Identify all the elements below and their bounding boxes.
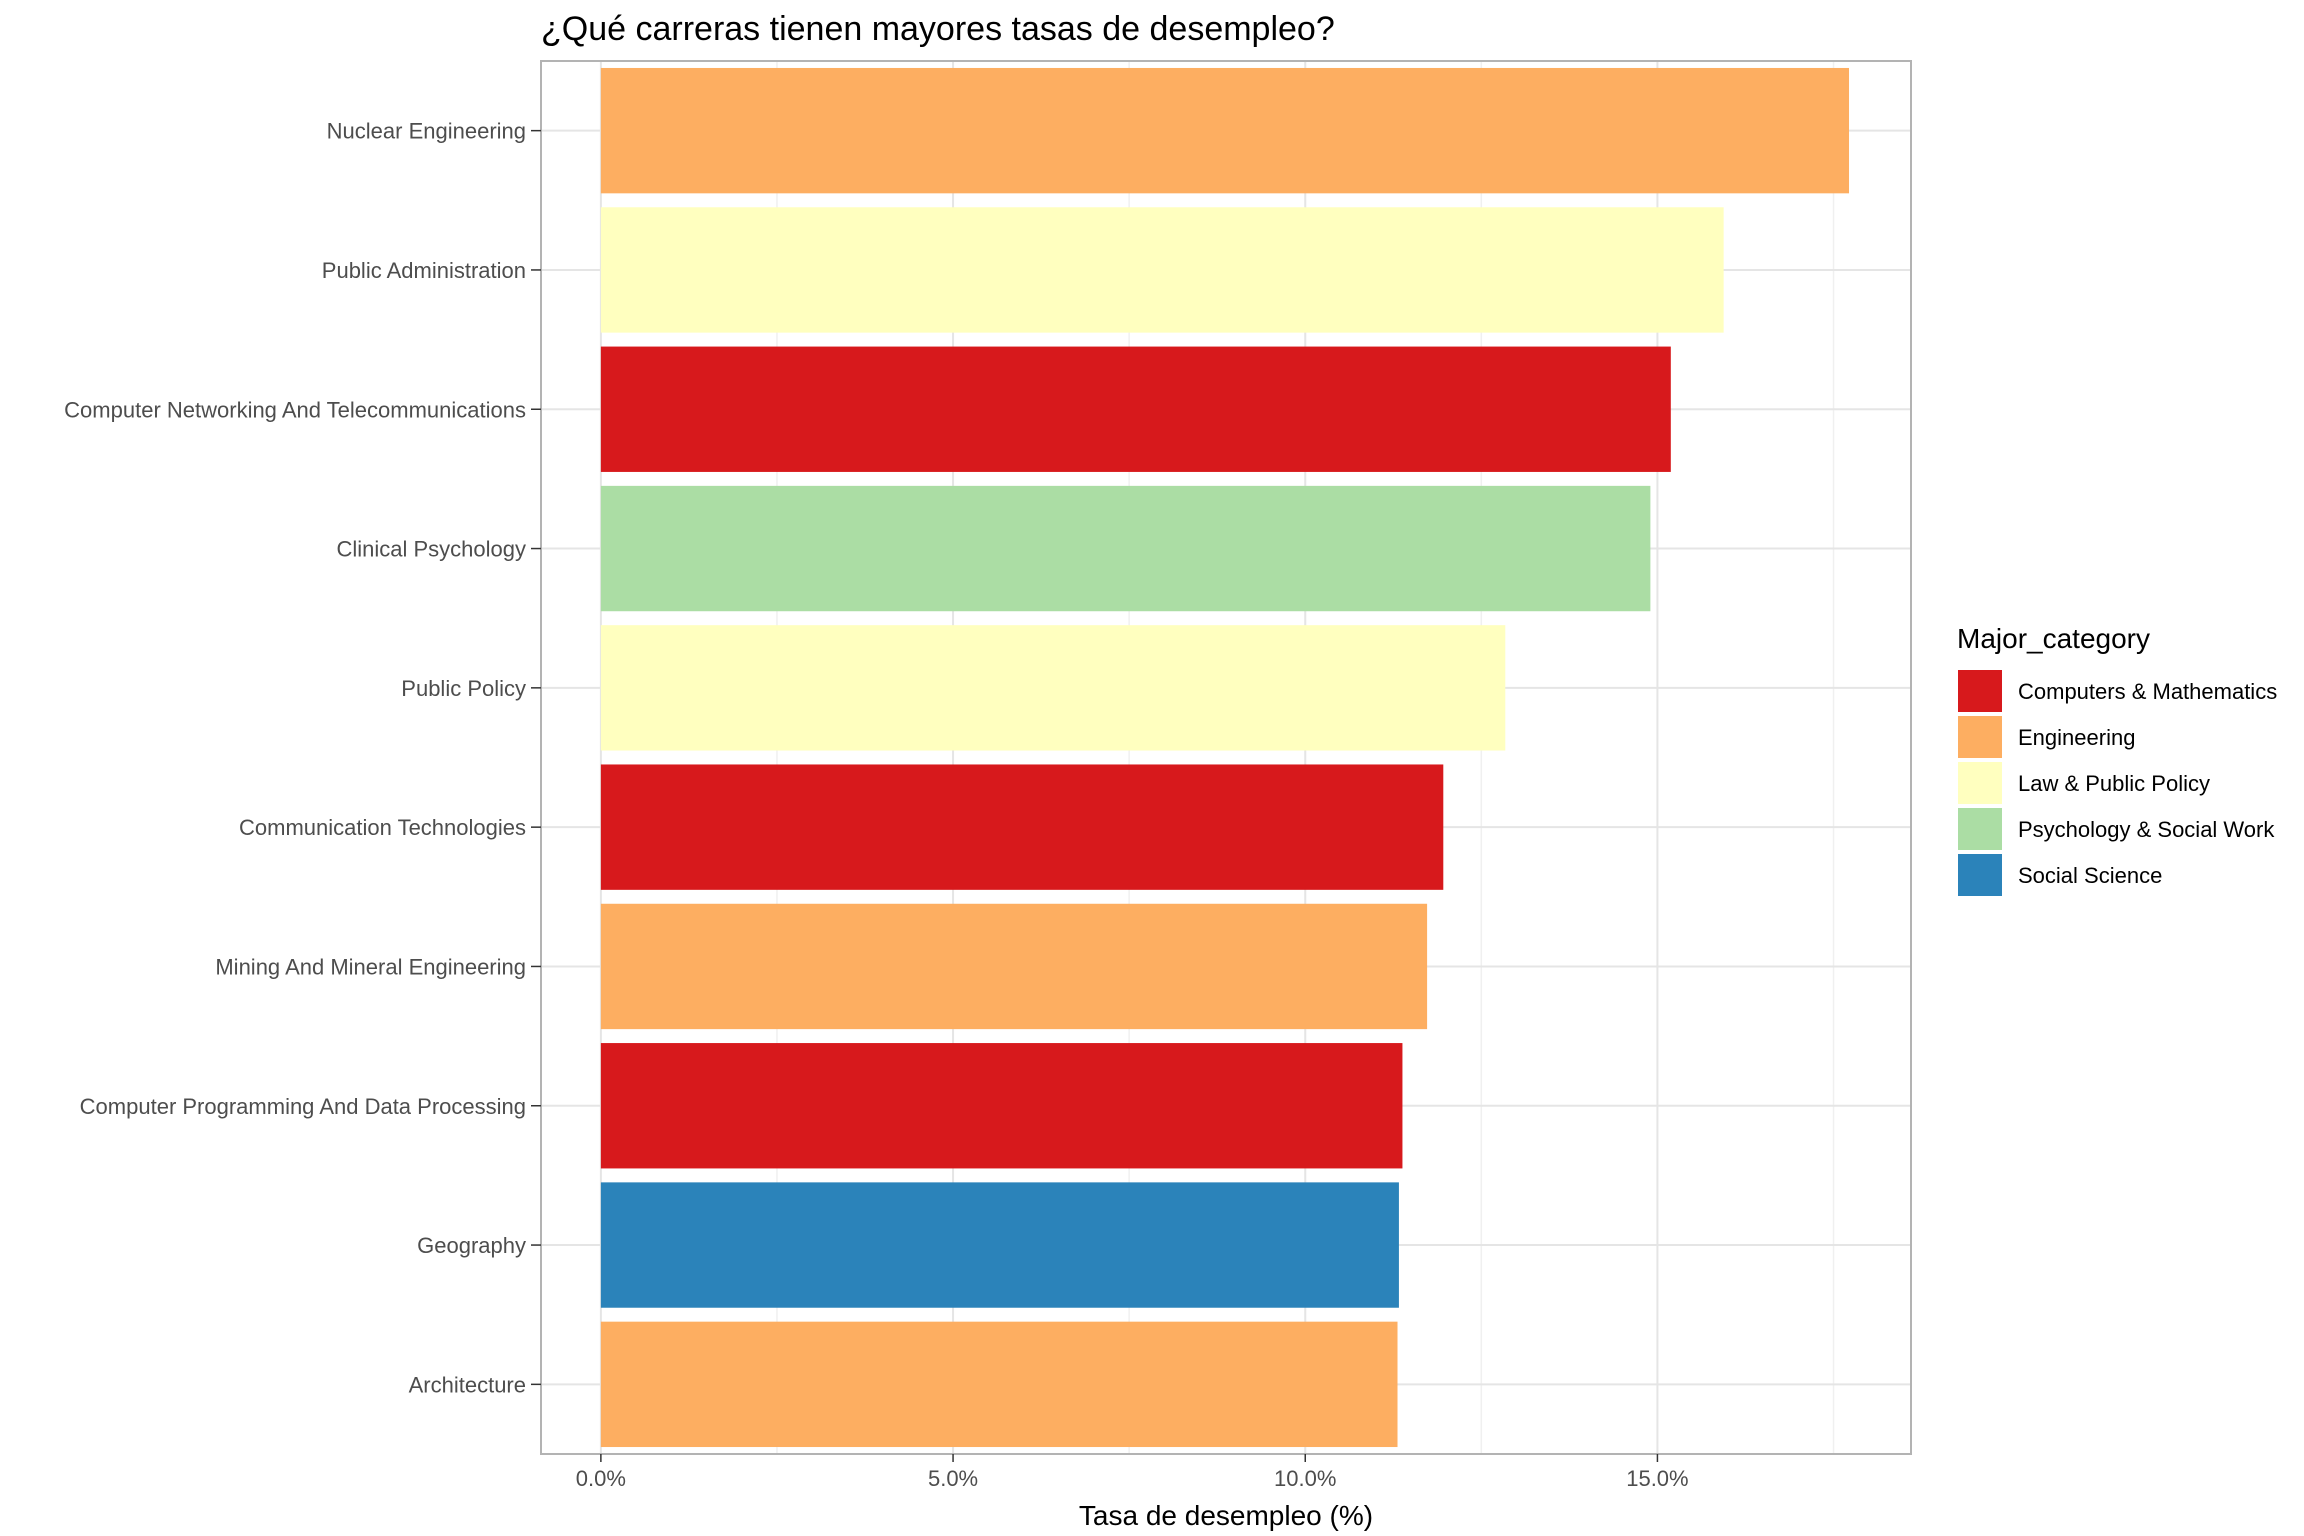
bar: [600, 903, 1428, 1030]
x-tick-label: 5.0%: [928, 1466, 978, 1491]
y-tick-label: Computer Programming And Data Processing: [80, 1094, 526, 1119]
y-tick-labels: Nuclear Engineering Public Administration…: [64, 119, 541, 1397]
y-tick-label: Public Policy: [401, 676, 526, 701]
legend-swatch: [1958, 762, 2002, 804]
y-tick-label: Public Administration: [322, 258, 526, 283]
legend-label: Social Science: [2018, 863, 2162, 888]
bar: [600, 1182, 1399, 1308]
legend-label: Law & Public Policy: [2018, 771, 2210, 796]
y-tick-label: Computer Networking And Telecommunicatio…: [64, 397, 526, 422]
legend-swatch: [1958, 808, 2002, 850]
legend-title: Major_category: [1957, 623, 2150, 654]
bar: [600, 1043, 1403, 1169]
legend-swatch: [1958, 854, 2002, 896]
bar: [600, 67, 1850, 194]
y-tick-label: Clinical Psychology: [336, 537, 526, 562]
legend-label: Computers & Mathematics: [2018, 679, 2277, 704]
legend-swatch: [1958, 716, 2002, 758]
legend-label: Engineering: [2018, 725, 2135, 750]
bar: [600, 207, 1724, 333]
y-tick-label: Architecture: [409, 1372, 526, 1397]
x-axis-title: Tasa de desempleo (%): [1079, 1500, 1373, 1531]
bar: [600, 764, 1444, 890]
y-tick-label: Mining And Mineral Engineering: [215, 954, 526, 979]
x-tick-labels: 0.0% 5.0% 10.0% 15.0%: [576, 1454, 1689, 1491]
y-tick-label: Nuclear Engineering: [327, 119, 526, 144]
bar: [600, 1321, 1398, 1448]
x-tick-label: 0.0%: [576, 1466, 626, 1491]
legend-swatch: [1958, 670, 2002, 712]
bar: [600, 625, 1506, 751]
y-tick-label: Communication Technologies: [239, 815, 526, 840]
legend: Major_category Computers & Mathematics En…: [1957, 623, 2277, 896]
x-tick-label: 15.0%: [1626, 1466, 1688, 1491]
bars: [600, 67, 1850, 1448]
chart-title: ¿Qué carreras tienen mayores tasas de de…: [541, 10, 1335, 48]
x-tick-label: 10.0%: [1274, 1466, 1336, 1491]
bar: [600, 485, 1651, 612]
bar: [600, 346, 1671, 472]
y-tick-label: Geography: [417, 1233, 526, 1258]
plot-border: [540, 60, 1912, 1455]
legend-label: Psychology & Social Work: [2018, 817, 2275, 842]
